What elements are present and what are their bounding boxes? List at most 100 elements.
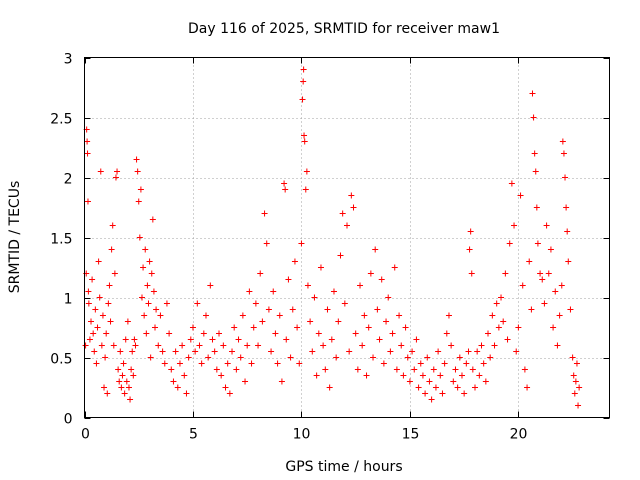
data-point [482, 378, 489, 385]
data-point [432, 384, 439, 391]
data-point [487, 354, 494, 361]
data-point [263, 240, 270, 247]
data-point [118, 384, 125, 391]
data-point [300, 66, 307, 73]
data-point [135, 198, 142, 205]
data-point [380, 360, 387, 367]
data-point [567, 306, 574, 313]
data-point [341, 300, 348, 307]
data-point [443, 330, 450, 337]
data-point [95, 258, 102, 265]
data-point [480, 360, 487, 367]
data-point [463, 360, 470, 367]
data-point [252, 300, 259, 307]
data-point [138, 294, 145, 301]
data-point [85, 288, 92, 295]
data-point [96, 294, 103, 301]
data-point [339, 210, 346, 217]
data-point [109, 222, 116, 229]
data-point [229, 348, 236, 355]
data-point [296, 360, 303, 367]
data-point [88, 318, 95, 325]
data-point [441, 360, 448, 367]
data-point [396, 312, 403, 319]
data-point [454, 384, 461, 391]
data-point [294, 324, 301, 331]
axis-ticks: 0 5 10 15 20 0 0.5 1 1.5 2 2.5 3 [50, 52, 610, 443]
data-point [276, 312, 283, 319]
data-point [185, 354, 192, 361]
data-point [498, 294, 505, 301]
data-point [393, 366, 400, 373]
data-point [556, 312, 563, 319]
data-point [99, 312, 106, 319]
data-point [105, 300, 112, 307]
data-point [142, 246, 149, 253]
plot-frame [84, 57, 610, 418]
data-point [202, 312, 209, 319]
data-point [150, 288, 157, 295]
data-point [363, 372, 370, 379]
data-point [114, 168, 121, 175]
data-point [521, 366, 528, 373]
data-point [422, 390, 429, 397]
data-point [281, 180, 288, 187]
data-point [194, 300, 201, 307]
data-point [120, 360, 127, 367]
data-point [374, 306, 381, 313]
data-point [119, 372, 126, 379]
data-point [255, 342, 262, 349]
data-point [495, 324, 502, 331]
data-point [235, 336, 242, 343]
data-point [333, 354, 340, 361]
data-point [116, 378, 123, 385]
data-point [128, 366, 135, 373]
data-point [466, 246, 473, 253]
data-point [196, 342, 203, 349]
data-point [320, 342, 327, 349]
data-point [491, 342, 498, 349]
data-point [272, 330, 279, 337]
data-point [478, 342, 485, 349]
data-point [121, 390, 128, 397]
data-point [315, 330, 322, 337]
data-point [330, 288, 337, 295]
data-point [111, 270, 118, 277]
data-point [385, 294, 392, 301]
data-point [299, 96, 306, 103]
data-point [278, 378, 285, 385]
data-point [428, 396, 435, 403]
data-point [532, 168, 539, 175]
data-point [265, 306, 272, 313]
y-tick-label: 0 [64, 412, 73, 428]
data-point [148, 270, 155, 277]
data-point [402, 324, 409, 331]
data-point [469, 366, 476, 373]
data-point [174, 384, 181, 391]
data-point [367, 270, 374, 277]
data-point [417, 360, 424, 367]
x-tick-label: 20 [510, 427, 528, 443]
data-point [141, 312, 148, 319]
data-point [163, 300, 170, 307]
data-point [136, 234, 143, 241]
data-point [311, 294, 318, 301]
data-point [476, 372, 483, 379]
data-point [569, 354, 576, 361]
data-point [84, 198, 91, 205]
data-point [489, 312, 496, 319]
data-point [166, 330, 173, 337]
chart-title: Day 116 of 2025, SRMTID for receiver maw… [188, 21, 500, 37]
data-point [129, 348, 136, 355]
data-point [303, 168, 310, 175]
data-point [565, 258, 572, 265]
data-point [291, 258, 298, 265]
data-point [84, 150, 91, 157]
data-point [231, 324, 238, 331]
data-point [506, 240, 513, 247]
data-point [513, 348, 520, 355]
data-point [274, 360, 281, 367]
data-point [559, 138, 566, 145]
data-point [533, 204, 540, 211]
data-point [259, 318, 266, 325]
